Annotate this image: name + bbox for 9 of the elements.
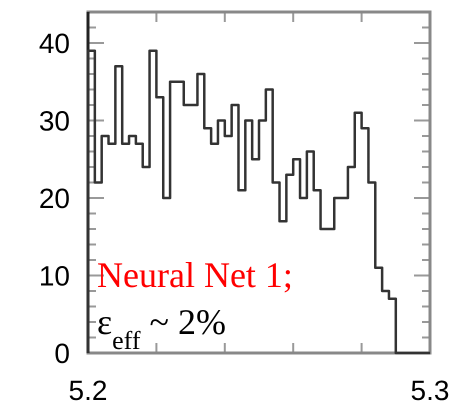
annotation: Neural Net 1; — [97, 255, 293, 295]
annotation: ε$_{eff}$ ~ 2% — [97, 302, 226, 354]
y-tick-label: 0 — [54, 338, 70, 369]
y-tick-label: 30 — [38, 105, 70, 136]
y-tick-label: 10 — [38, 260, 70, 292]
x-tick-label: 5.2 — [68, 375, 108, 406]
x-tick-label: 5.3 — [410, 375, 450, 406]
y-tick-label: 20 — [38, 182, 70, 214]
y-tick-label: 40 — [38, 28, 70, 59]
